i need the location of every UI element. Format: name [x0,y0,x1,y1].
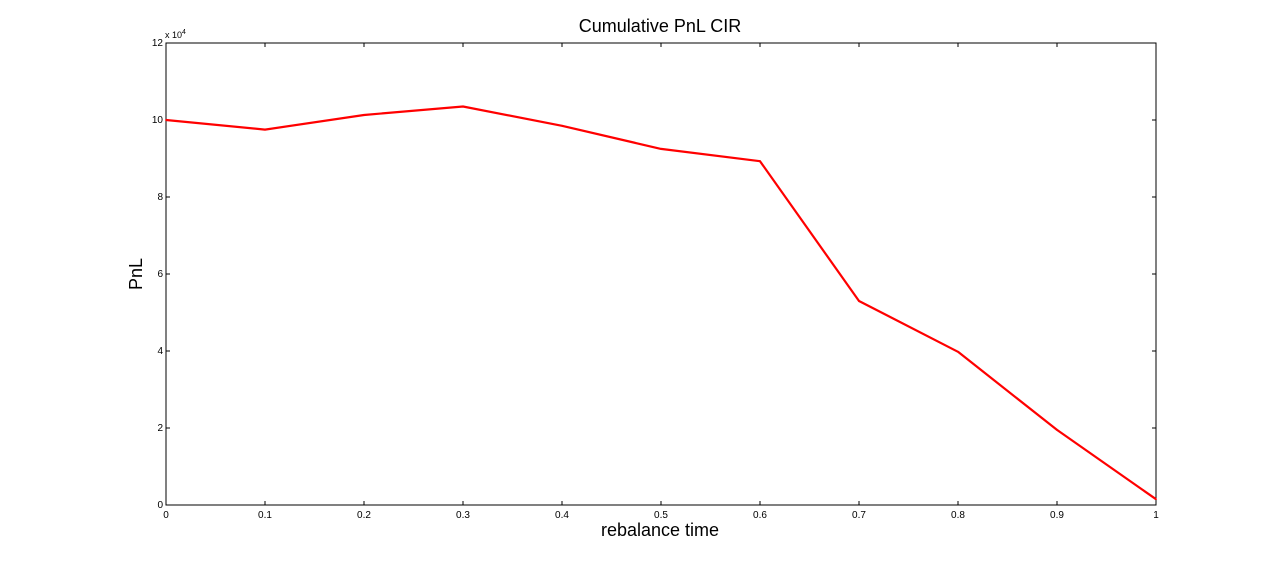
data-point [1056,429,1058,431]
y-tick-label: 4 [157,346,163,357]
data-point [957,350,959,353]
series-group [165,105,1157,501]
y-tick-label: 2 [157,423,163,434]
data-point [264,128,266,131]
y-tick-label: 0 [157,500,163,511]
x-tick-label: 0.9 [1050,510,1064,521]
data-point [165,119,167,121]
x-axis-title: rebalance time [601,520,719,540]
x-tick-label: 0.6 [753,510,767,521]
data-point [363,114,365,116]
x-tick-label: 0.2 [357,510,371,521]
data-point [660,147,662,150]
data-point [561,124,563,127]
x-tick-label: 0.7 [852,510,866,521]
x-tick-label: 0.1 [258,510,272,521]
y-tick-label: 10 [152,115,164,126]
y-axis-title: PnL [126,258,146,290]
x-tick-label: 0.3 [456,510,470,521]
x-tick-label: 0.5 [654,510,668,521]
plot-area [165,42,1157,506]
x-tick-label: 0.8 [951,510,965,521]
y-tick-label: 6 [157,269,163,280]
x-tick-label: 0 [163,510,169,521]
data-point [759,160,761,163]
x-axis: 0 0.1 0.2 0.3 0.4 0.5 0.6 0.7 0.8 0.9 1 [163,43,1159,521]
x-tick-label: 1 [1153,510,1159,521]
y-exponent-power: 4 [182,29,186,36]
data-point [858,300,860,302]
x-tick-label: 0.4 [555,510,569,521]
data-point [1155,498,1157,501]
data-point [462,105,464,108]
y-tick-label: 8 [157,192,163,203]
chart-title: Cumulative PnL CIR [579,16,741,36]
y-tick-label: 12 [152,38,164,49]
y-exponent-label: x 104 [165,29,186,40]
